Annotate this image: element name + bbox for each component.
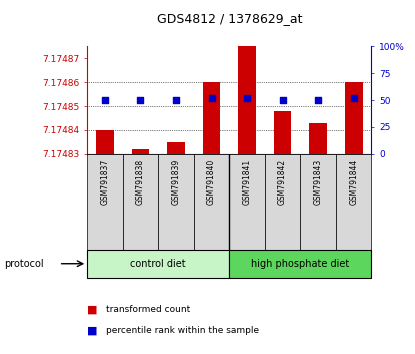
Bar — [123, 154, 158, 250]
Bar — [336, 154, 371, 250]
Bar — [309, 123, 327, 154]
Text: GSM791838: GSM791838 — [136, 159, 145, 205]
Point — [102, 97, 108, 103]
Bar — [229, 250, 371, 278]
Point — [279, 97, 286, 103]
Bar — [238, 46, 256, 154]
Text: GSM791841: GSM791841 — [242, 159, 251, 205]
Bar — [203, 82, 220, 154]
Text: ■: ■ — [87, 305, 98, 315]
Point — [208, 95, 215, 101]
Bar — [87, 154, 123, 250]
Bar — [96, 130, 114, 154]
Text: transformed count: transformed count — [106, 305, 190, 314]
Bar — [132, 149, 149, 154]
Bar — [194, 154, 229, 250]
Point — [173, 97, 179, 103]
Text: control diet: control diet — [130, 259, 186, 269]
Text: GSM791842: GSM791842 — [278, 159, 287, 205]
Text: high phosphate diet: high phosphate diet — [251, 259, 349, 269]
Text: GSM791843: GSM791843 — [314, 159, 322, 205]
Point — [315, 97, 322, 103]
Bar — [158, 154, 194, 250]
Bar — [87, 250, 229, 278]
Text: GSM791844: GSM791844 — [349, 159, 358, 205]
Point — [137, 97, 144, 103]
Bar — [167, 142, 185, 154]
Point — [350, 95, 357, 101]
Text: GSM791837: GSM791837 — [100, 159, 110, 205]
Text: protocol: protocol — [4, 259, 44, 269]
Text: ■: ■ — [87, 326, 98, 336]
Bar — [265, 154, 300, 250]
Text: GSM791839: GSM791839 — [171, 159, 181, 205]
Bar — [345, 82, 363, 154]
Point — [244, 95, 250, 101]
Bar — [274, 111, 291, 154]
Bar — [229, 154, 265, 250]
Text: GSM791840: GSM791840 — [207, 159, 216, 205]
Bar — [300, 154, 336, 250]
Text: GDS4812 / 1378629_at: GDS4812 / 1378629_at — [156, 12, 302, 25]
Text: percentile rank within the sample: percentile rank within the sample — [106, 326, 259, 336]
